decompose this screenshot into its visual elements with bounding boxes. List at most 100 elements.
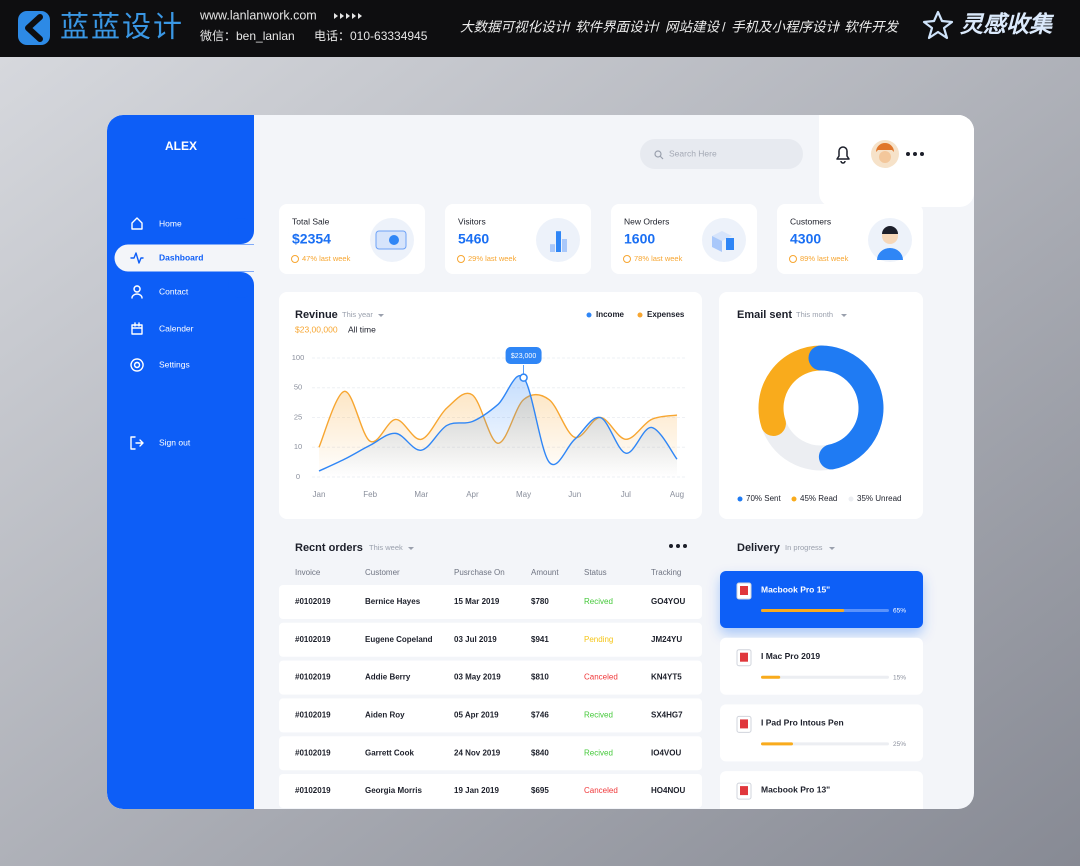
table-cell: Addie Berry <box>365 673 411 682</box>
active-notch <box>228 218 254 244</box>
legend-name: Sent <box>764 494 781 503</box>
delivery-title: Delivery <box>737 542 781 554</box>
stat-icon <box>556 231 561 252</box>
legend-marker <box>848 496 854 502</box>
dropdown-caret[interactable] <box>378 314 384 317</box>
more-icon[interactable] <box>913 152 917 156</box>
delivery-item-active[interactable] <box>720 571 923 628</box>
x-tick-label: Jul <box>621 490 631 499</box>
nav-item[interactable]: Settings <box>159 359 190 369</box>
table-cell: #0102019 <box>295 786 331 795</box>
banner-bg <box>0 0 1080 57</box>
stat-icon <box>550 244 555 252</box>
chart-title: Revinue <box>295 309 338 321</box>
search-placeholder: Search Here <box>669 148 717 158</box>
y-tick-label: 100 <box>292 353 305 362</box>
service: 软件界面设计 <box>575 20 657 35</box>
header-right-panel <box>819 115 974 145</box>
active-notch <box>228 272 254 298</box>
x-tick-label: Feb <box>363 490 377 499</box>
table-cell: $695 <box>531 786 549 795</box>
progress-label: 25% <box>893 741 906 748</box>
y-tick-label: 50 <box>294 383 302 392</box>
nav-item[interactable]: Home <box>159 218 182 228</box>
separator: / <box>836 19 840 34</box>
product-icon <box>740 786 748 796</box>
y-tick-label: 10 <box>294 442 302 451</box>
brand-name: 蓝蓝设计 <box>60 11 184 44</box>
chart-period: This year <box>342 310 373 319</box>
sign-out[interactable]: Sign out <box>159 437 191 447</box>
donut-segment <box>808 345 884 470</box>
stat-icon <box>726 238 734 250</box>
table-cell: Recived <box>584 748 613 757</box>
chart-total: $23,00,000 <box>295 324 338 334</box>
table-cell: 24 Nov 2019 <box>454 748 501 757</box>
table-cell: 19 Jan 2019 <box>454 786 499 795</box>
nav-icon <box>131 217 143 230</box>
delivery-item[interactable] <box>720 771 923 828</box>
table-cell: $810 <box>531 673 549 682</box>
table-title: Recnt orders <box>295 542 363 554</box>
stat-change-icon <box>291 255 299 263</box>
nav-item[interactable]: Calender <box>159 323 194 333</box>
table-cell: $780 <box>531 597 549 606</box>
progress-track <box>761 675 889 679</box>
stat-icon <box>712 236 722 252</box>
arrow-icon <box>346 13 350 19</box>
table-cell: #0102019 <box>295 711 331 720</box>
dropdown-caret[interactable] <box>408 547 414 550</box>
more-icon[interactable] <box>920 152 924 156</box>
wechat: 微信：ben_lanlan <box>200 29 295 43</box>
separator: / <box>567 19 571 34</box>
table-cell: Bernice Hayes <box>365 597 421 606</box>
legend-label: Expenses <box>647 310 685 319</box>
active-pill <box>114 244 254 272</box>
legend-label: 70% Sent <box>746 494 781 503</box>
nav-item-active[interactable]: Dashboard <box>159 252 203 262</box>
dropdown-caret[interactable] <box>829 547 835 550</box>
search-icon <box>654 150 662 158</box>
column-header: Status <box>584 568 607 577</box>
progress-label: 65% <box>893 608 906 615</box>
table-row <box>279 698 702 733</box>
delivery-period: In progress <box>785 543 823 552</box>
x-tick-label: Jun <box>568 490 581 499</box>
nav-item[interactable]: Contact <box>159 286 189 296</box>
legend-value: 70% <box>746 494 762 503</box>
progress-bar <box>761 742 793 746</box>
table-cell: #0102019 <box>295 673 331 682</box>
bell-icon[interactable] <box>836 146 850 164</box>
product-name: I Mac Pro 2019 <box>761 651 820 661</box>
brand-icon <box>18 11 50 45</box>
more-icon[interactable] <box>676 544 680 548</box>
service: 大数据可视化设计 <box>460 20 569 35</box>
dashboard-window: ALEX Home Dashboard Contact Calender Settings… <box>107 115 974 828</box>
table-cell: Georgia Morris <box>365 786 422 795</box>
legend-marker <box>737 496 743 502</box>
search-box[interactable] <box>640 139 803 169</box>
table-row <box>279 774 702 808</box>
stat-value: 4300 <box>790 231 821 247</box>
table-cell: KN4YT5 <box>651 673 682 682</box>
service: 软件开发 <box>844 20 899 35</box>
more-icon[interactable] <box>669 544 673 548</box>
progress-bar <box>761 675 781 679</box>
stat-change: 78% last week <box>634 254 683 263</box>
stat-label: New Orders <box>624 216 669 226</box>
table-cell: #0102019 <box>295 748 331 757</box>
more-icon[interactable] <box>906 152 910 156</box>
phone: 电话：010-63334945 <box>314 29 428 43</box>
table-cell: IO4VOU <box>651 748 681 757</box>
delivery-item[interactable] <box>720 704 923 762</box>
service: 手机及小程序设计 <box>731 20 840 35</box>
product-icon <box>740 586 748 595</box>
product-icon <box>740 652 748 662</box>
x-tick-label: Jan <box>313 490 326 499</box>
y-tick-label: 0 <box>296 472 300 481</box>
stat-change-icon <box>623 255 631 263</box>
legend-value: 35% <box>857 494 873 503</box>
dropdown-caret[interactable] <box>841 314 847 317</box>
delivery-item[interactable] <box>720 637 923 695</box>
more-icon[interactable] <box>683 544 687 548</box>
